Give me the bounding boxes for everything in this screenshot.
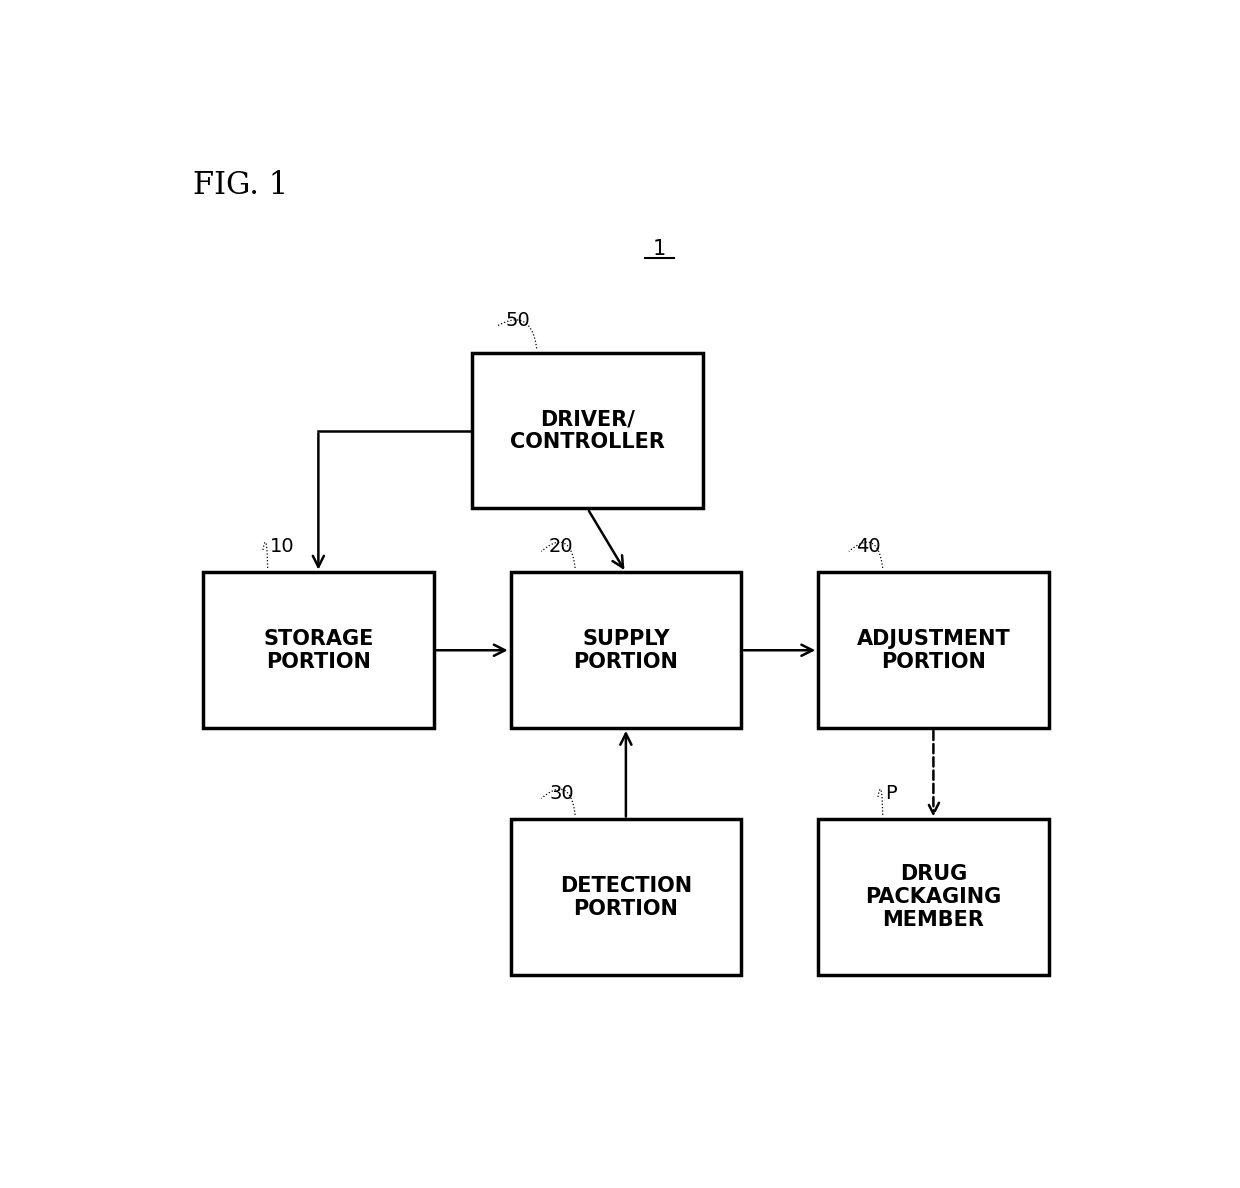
- FancyBboxPatch shape: [203, 573, 434, 728]
- FancyBboxPatch shape: [511, 820, 742, 975]
- Text: DRUG
PACKAGING
MEMBER: DRUG PACKAGING MEMBER: [866, 864, 1002, 930]
- Text: 10: 10: [270, 537, 295, 556]
- FancyBboxPatch shape: [818, 820, 1049, 975]
- FancyBboxPatch shape: [511, 573, 742, 728]
- Text: 30: 30: [549, 784, 574, 803]
- Text: 50: 50: [506, 311, 531, 330]
- Text: DRIVER/
CONTROLLER: DRIVER/ CONTROLLER: [510, 409, 665, 453]
- Text: SUPPLY
PORTION: SUPPLY PORTION: [573, 628, 678, 672]
- Text: STORAGE
PORTION: STORAGE PORTION: [263, 628, 373, 672]
- FancyBboxPatch shape: [818, 573, 1049, 728]
- Text: FIG. 1: FIG. 1: [193, 170, 289, 201]
- Text: 20: 20: [549, 537, 574, 556]
- Text: P: P: [885, 784, 897, 803]
- Text: DETECTION
PORTION: DETECTION PORTION: [559, 876, 692, 918]
- Text: 40: 40: [857, 537, 882, 556]
- FancyBboxPatch shape: [472, 353, 703, 508]
- Text: 1: 1: [653, 239, 666, 259]
- Text: ADJUSTMENT
PORTION: ADJUSTMENT PORTION: [857, 628, 1011, 672]
